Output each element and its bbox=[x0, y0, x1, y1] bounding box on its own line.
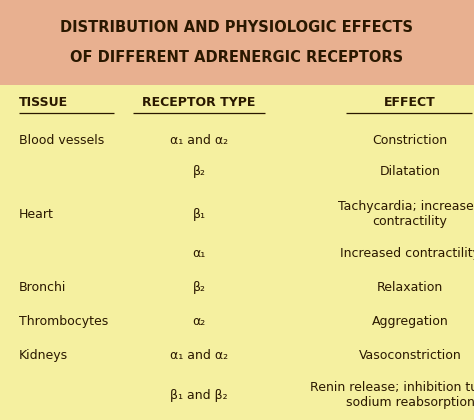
Text: α₂: α₂ bbox=[192, 315, 206, 328]
Text: Vasoconstriction: Vasoconstriction bbox=[359, 349, 461, 362]
Text: β₂: β₂ bbox=[192, 281, 206, 294]
Text: DISTRIBUTION AND PHYSIOLOGIC EFFECTS: DISTRIBUTION AND PHYSIOLOGIC EFFECTS bbox=[61, 20, 413, 34]
Text: β₁: β₁ bbox=[192, 208, 206, 221]
Text: Dilatation: Dilatation bbox=[380, 165, 440, 178]
Text: Heart: Heart bbox=[19, 208, 54, 221]
Text: α₁: α₁ bbox=[192, 247, 206, 260]
Text: Kidneys: Kidneys bbox=[19, 349, 68, 362]
Text: Increased contractility: Increased contractility bbox=[340, 247, 474, 260]
Bar bbox=[0, 0, 474, 85]
Text: β₁ and β₂: β₁ and β₂ bbox=[170, 389, 228, 402]
Text: EFFECT: EFFECT bbox=[384, 96, 436, 109]
Text: Renin release; inhibition tubular
sodium reabsorption: Renin release; inhibition tubular sodium… bbox=[310, 381, 474, 410]
Text: Relaxation: Relaxation bbox=[377, 281, 443, 294]
Text: RECEPTOR TYPE: RECEPTOR TYPE bbox=[142, 96, 256, 109]
Text: α₁ and α₂: α₁ and α₂ bbox=[170, 134, 228, 147]
Text: Tachycardia; increased
contractility: Tachycardia; increased contractility bbox=[338, 200, 474, 228]
Text: β₂: β₂ bbox=[192, 165, 206, 178]
Text: Thrombocytes: Thrombocytes bbox=[19, 315, 108, 328]
Text: Blood vessels: Blood vessels bbox=[19, 134, 104, 147]
Text: OF DIFFERENT ADRENERGIC RECEPTORS: OF DIFFERENT ADRENERGIC RECEPTORS bbox=[71, 50, 403, 65]
Text: Aggregation: Aggregation bbox=[372, 315, 448, 328]
Text: TISSUE: TISSUE bbox=[19, 96, 68, 109]
Text: Bronchi: Bronchi bbox=[19, 281, 66, 294]
Text: α₁ and α₂: α₁ and α₂ bbox=[170, 349, 228, 362]
Text: Constriction: Constriction bbox=[373, 134, 447, 147]
